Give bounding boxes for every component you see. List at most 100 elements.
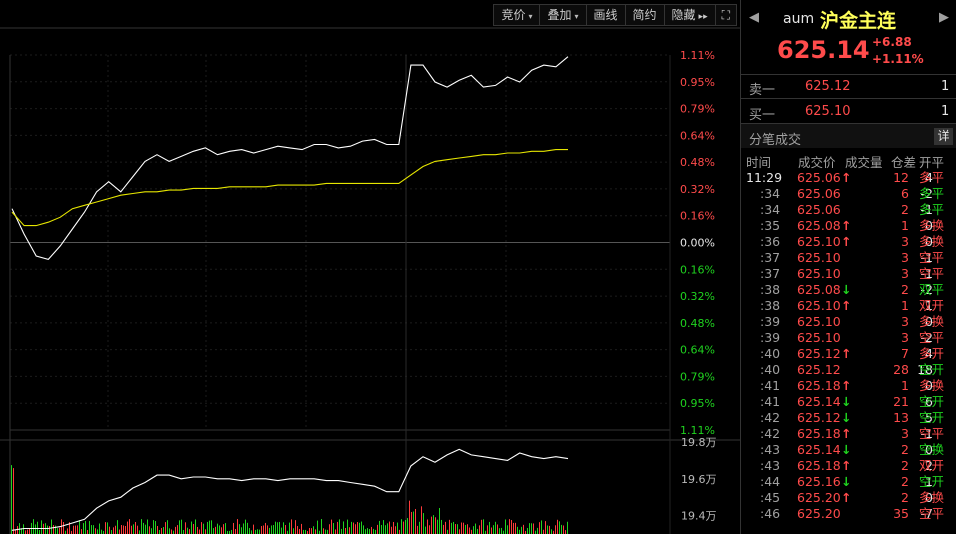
tick-open-close: 多开 (919, 346, 945, 361)
toolbar-button-4[interactable]: 隐藏 ▸▸ (663, 4, 715, 26)
fullscreen-icon[interactable]: ⛶ (714, 4, 737, 26)
tick-oi-change: 0 (925, 218, 933, 233)
volume-bar (173, 530, 174, 534)
arrow-down-icon: ↓ (841, 474, 852, 489)
volume-bar (359, 522, 360, 534)
volume-bar (319, 530, 320, 534)
volume-bar (191, 521, 192, 534)
toolbar-button-2[interactable]: 画线 (585, 4, 625, 26)
price-axis-tick-label: 1.11% (680, 49, 715, 62)
volume-bar (567, 521, 568, 534)
volume-bar (157, 525, 158, 534)
volume-bar (115, 525, 116, 534)
price-axis-tick-label: 0.16% (680, 263, 715, 276)
volume-bar (383, 520, 384, 534)
toolbar-button-0[interactable]: 竞价 ▾ (493, 4, 540, 26)
volume-bar (539, 522, 540, 534)
tick-row: :46 625.20 35 -7 空平 (741, 506, 956, 522)
volume-bar (479, 525, 480, 534)
volume-bar (409, 500, 410, 534)
volume-bar (335, 529, 336, 534)
volume-bar (511, 520, 512, 534)
volume-bar (69, 522, 70, 534)
tick-time: :34 (760, 202, 781, 217)
volume-bar (217, 523, 218, 534)
detail-button[interactable]: 详 (934, 128, 953, 145)
volume-bar (433, 515, 434, 534)
tick-open-close: 空平 (919, 426, 945, 441)
sell1-label: 卖一 (749, 83, 776, 98)
tick-oi-change: 4 (925, 170, 933, 185)
volume-bar (15, 530, 16, 534)
tick-open-close: 空开 (919, 474, 945, 489)
volume-bar (349, 527, 350, 534)
volume-axis-tick-label: 19.6万 (681, 473, 717, 486)
volume-bar (379, 520, 380, 534)
toolbar-button-1[interactable]: 叠加 ▾ (539, 4, 586, 26)
price-axis-tick-label: 1.11% (680, 424, 715, 437)
volume-bar (501, 527, 502, 534)
tick-row: :34 625.06 6 -2 多平 (741, 186, 956, 202)
volume-bar (93, 525, 94, 534)
volume-bar (415, 508, 416, 534)
volume-bar (47, 525, 48, 534)
volume-bar (431, 516, 432, 534)
volume-bar (463, 522, 464, 534)
tick-price: 625.06 (797, 202, 841, 217)
tick-time: :44 (760, 474, 781, 489)
price-axis-tick-label: 0.95% (680, 76, 715, 89)
volume-bar (219, 525, 220, 534)
volume-bar (65, 530, 66, 534)
volume-bar (237, 519, 238, 534)
volume-bar (129, 519, 130, 534)
volume-bar (185, 522, 186, 534)
tick-price: 625.18 (797, 426, 841, 441)
volume-bar (175, 526, 176, 534)
tick-open-close: 空开 (919, 362, 945, 377)
volume-bar (427, 519, 428, 534)
toolbar-button-3[interactable]: 简约 (624, 4, 664, 26)
tick-volume: 28 (893, 362, 909, 377)
tick-time: :42 (760, 426, 781, 441)
tick-oi-change: 0 (925, 378, 933, 393)
volume-bar (513, 522, 514, 534)
volume-bar (503, 530, 504, 534)
volume-bar (189, 529, 190, 534)
tick-row: :44 625.16 2 1 空开 ↓ (741, 474, 956, 490)
volume-bar (273, 525, 274, 534)
volume-bar (135, 521, 136, 534)
intraday-chart[interactable]: 1.11% 0.95% 0.79% 0.64% 0.48% 0.32% 0.16% 0.00%… (0, 0, 740, 534)
header-oi-change: 仓差 (891, 155, 917, 170)
tick-volume: 2 (901, 490, 909, 505)
volume-bar (347, 519, 348, 534)
tick-open-close: 多平 (919, 202, 945, 217)
tick-open-close: 多换 (919, 234, 945, 249)
tick-price: 625.10 (797, 314, 841, 329)
tick-row: :45 625.20 2 0 多换 ↑ (741, 490, 956, 506)
volume-bar (303, 529, 304, 534)
volume-axis-tick-label: 19.8万 (681, 436, 717, 449)
volume-bar (537, 527, 538, 534)
tick-volume: 1 (901, 218, 909, 233)
tick-volume: 2 (901, 282, 909, 297)
price-axis-tick-label: 0.95% (680, 397, 715, 410)
tick-volume: 3 (901, 330, 909, 345)
volume-bar (365, 529, 366, 534)
volume-bar (241, 527, 242, 534)
forward-arrow-icon[interactable]: ▶ (939, 10, 949, 25)
price-change: +6.88 (872, 35, 912, 49)
tick-time: :39 (760, 330, 781, 345)
volume-bar (149, 526, 150, 534)
price-line (11, 56, 569, 261)
intraday-chart-area[interactable]: 1.11% 0.95% 0.79% 0.64% 0.48% 0.32% 0.16% 0.00%… (0, 0, 740, 534)
tick-row: :43 625.14 2 0 空换 ↓ (741, 442, 956, 458)
volume-bar (485, 530, 486, 534)
volume-bar (481, 519, 482, 534)
volume-bar (55, 525, 56, 534)
back-arrow-icon[interactable]: ◀ (749, 10, 759, 25)
tick-volume: 3 (901, 426, 909, 441)
tick-volume: 3 (901, 314, 909, 329)
volume-bar (297, 526, 298, 534)
volume-bar (515, 522, 516, 534)
volume-bar (289, 522, 290, 534)
